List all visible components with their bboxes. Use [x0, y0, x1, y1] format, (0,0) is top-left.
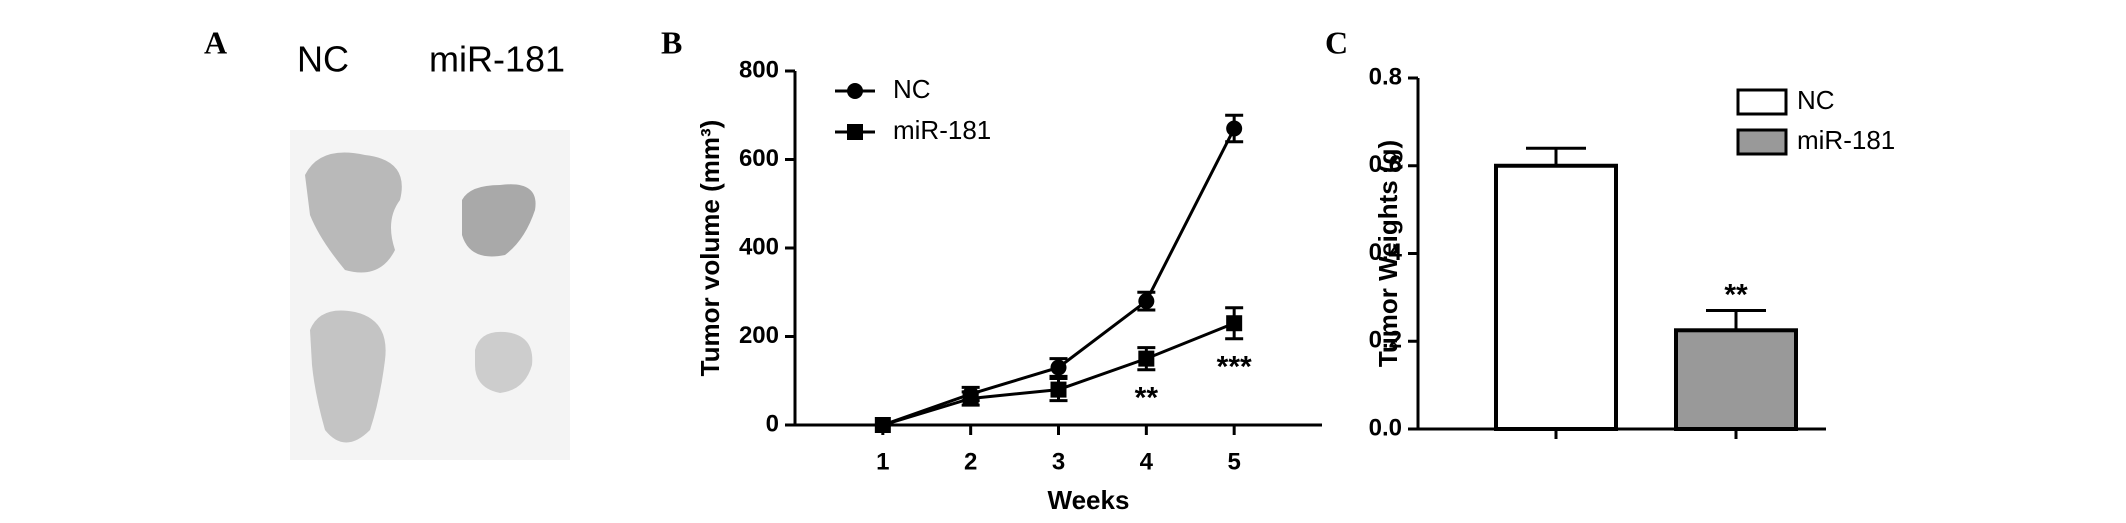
legend-label: NC	[893, 74, 931, 104]
y-tick-label: 400	[739, 233, 779, 260]
column-label: NC	[297, 39, 349, 80]
legend-swatch	[1736, 128, 1788, 156]
marker	[1226, 315, 1243, 332]
marker	[1138, 293, 1155, 310]
annotation: **	[1135, 382, 1159, 415]
bar	[1674, 328, 1798, 431]
y-tick-label: 800	[739, 56, 779, 83]
marker	[962, 390, 979, 407]
y-tick-label: 0	[766, 410, 779, 437]
marker	[1138, 350, 1155, 367]
bar	[1494, 163, 1618, 431]
legend-label: miR-181	[893, 115, 991, 145]
legend-marker	[847, 124, 863, 140]
legend-swatch	[1736, 88, 1788, 116]
annotation: ***	[1217, 351, 1252, 384]
x-axis-label: Weeks	[1048, 485, 1130, 515]
y-tick-label: 200	[739, 322, 779, 349]
y-tick-label: 0.6	[1369, 151, 1402, 178]
y-tick-label: 0.4	[1369, 239, 1403, 266]
marker	[1050, 359, 1067, 376]
x-tick-label: 5	[1227, 448, 1240, 475]
marker	[1226, 120, 1243, 137]
y-tick-label: 0.2	[1369, 327, 1402, 354]
error-bar	[1526, 146, 1586, 166]
x-tick-label: 3	[1052, 448, 1065, 475]
y-tick-label: 600	[739, 145, 779, 172]
legend-label: miR-181	[1797, 125, 1895, 155]
x-tick-label: 1	[876, 448, 889, 475]
panel-label: A	[204, 24, 227, 60]
x-tick-label: 4	[1140, 448, 1154, 475]
y-tick-label: 0.8	[1369, 63, 1402, 90]
legend-label: NC	[1797, 85, 1835, 115]
column-label: miR-181	[429, 39, 565, 80]
x-tick-label: 2	[964, 448, 977, 475]
marker	[1050, 381, 1067, 398]
error-bar	[1706, 309, 1766, 331]
panel-label: B	[661, 24, 682, 60]
annotation: **	[1724, 278, 1748, 311]
y-axis-label: Tumor volume (mm³)	[695, 120, 725, 377]
legend-marker	[847, 83, 863, 99]
tumor-photo	[290, 130, 570, 460]
y-axis-label: Tumor Weights (g)	[1373, 140, 1403, 367]
marker	[874, 417, 891, 433]
y-tick-label: 0.0	[1369, 414, 1402, 441]
panel-label: C	[1325, 24, 1348, 60]
